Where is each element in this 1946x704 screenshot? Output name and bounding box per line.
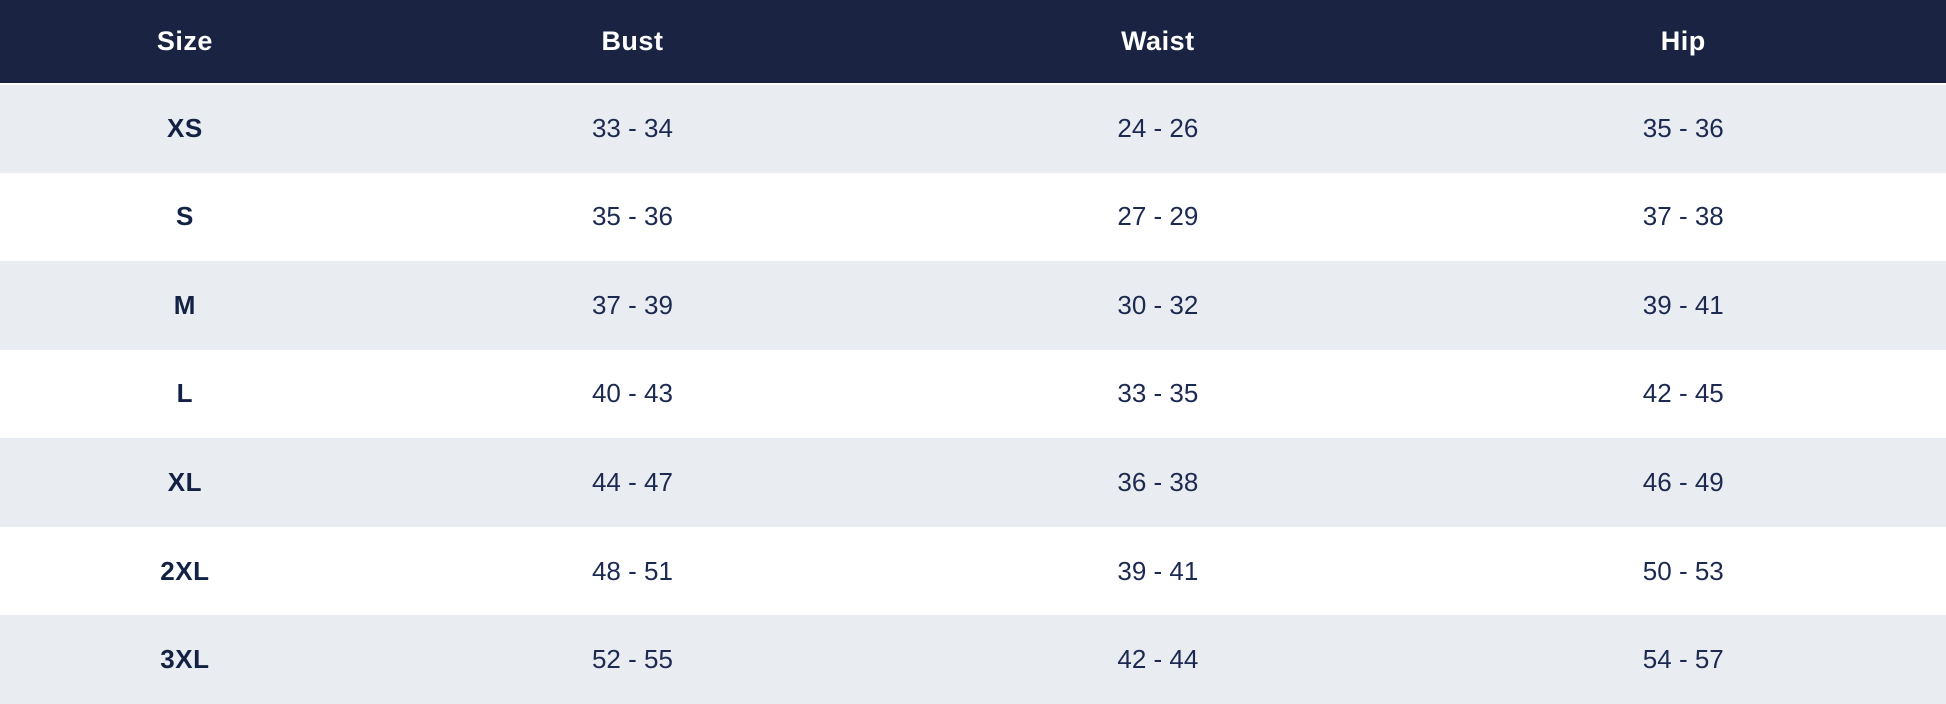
bust-value: 52 - 55 xyxy=(591,644,673,675)
size-chart-body: XS 33 - 34 24 - 26 35 - 36 S 35 - 36 27 … xyxy=(0,84,1946,704)
hip-value: 50 - 53 xyxy=(1642,555,1724,586)
bust-value: 48 - 51 xyxy=(591,555,673,586)
hip-value: 39 - 41 xyxy=(1642,289,1724,320)
header-cell-waist: Waist xyxy=(895,0,1421,85)
hip-value: 54 - 57 xyxy=(1642,644,1724,675)
waist-value: 42 - 44 xyxy=(1117,644,1199,675)
waist-value: 33 - 35 xyxy=(1117,378,1199,409)
waist-value: 36 - 38 xyxy=(1117,467,1199,498)
size-label: M xyxy=(173,289,196,320)
waist-value: 27 - 29 xyxy=(1117,201,1199,232)
hip-value: 35 - 36 xyxy=(1642,113,1724,144)
waist-value: 30 - 32 xyxy=(1117,289,1199,320)
size-label: 2XL xyxy=(160,555,210,586)
table-row-xl: XL 44 - 47 36 - 38 46 - 49 xyxy=(0,438,1946,527)
waist-value: 39 - 41 xyxy=(1117,555,1199,586)
header-row: Size Bust Waist Hip xyxy=(0,0,1946,85)
hip-value: 37 - 38 xyxy=(1642,201,1724,232)
table-row-l: L 40 - 43 33 - 35 42 - 45 xyxy=(0,349,1946,439)
table-row-m: M 37 - 39 30 - 32 39 - 41 xyxy=(0,261,1946,350)
header-cell-hip: Hip xyxy=(1420,0,1946,85)
size-label: L xyxy=(176,378,194,409)
size-label: 3XL xyxy=(160,644,210,675)
hip-value: 46 - 49 xyxy=(1642,467,1724,498)
bust-value: 35 - 36 xyxy=(591,201,673,232)
size-label: XS xyxy=(167,113,203,144)
table-row-s: S 35 - 36 27 - 29 37 - 38 xyxy=(0,172,1946,262)
hip-value: 42 - 45 xyxy=(1642,378,1724,409)
bust-value: 37 - 39 xyxy=(591,289,673,320)
header-cell-size: Size xyxy=(0,0,370,85)
waist-value: 24 - 26 xyxy=(1117,113,1199,144)
size-label: S xyxy=(175,201,194,232)
bust-value: 44 - 47 xyxy=(591,467,673,498)
size-chart-header: Size Bust Waist Hip xyxy=(0,0,1946,85)
table-row-xs: XS 33 - 34 24 - 26 35 - 36 xyxy=(0,84,1946,173)
bust-value: 40 - 43 xyxy=(591,378,673,409)
size-label: XL xyxy=(167,467,202,498)
bust-value: 33 - 34 xyxy=(591,113,673,144)
table-row-3xl: 3XL 52 - 55 42 - 44 54 - 57 xyxy=(0,615,1946,704)
header-cell-bust: Bust xyxy=(369,0,896,85)
table-row-2xl: 2XL 48 - 51 39 - 41 50 - 53 xyxy=(0,526,1946,616)
